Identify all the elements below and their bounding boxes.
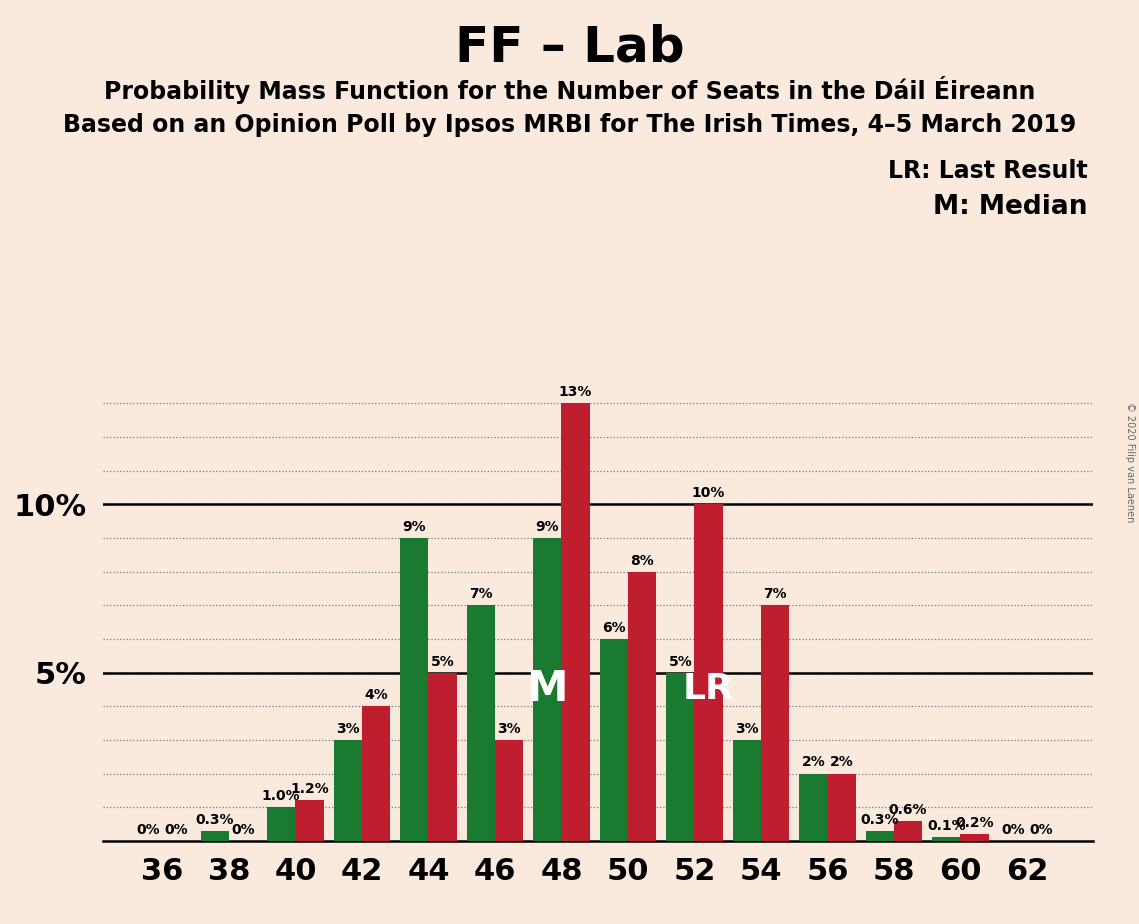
Text: 4%: 4% bbox=[364, 688, 388, 702]
Bar bbox=[800, 773, 827, 841]
Bar bbox=[467, 605, 494, 841]
Text: 7%: 7% bbox=[763, 587, 787, 602]
Text: 9%: 9% bbox=[535, 520, 559, 534]
Text: 2%: 2% bbox=[802, 756, 825, 770]
Text: 6%: 6% bbox=[601, 621, 625, 635]
Text: LR: LR bbox=[683, 673, 734, 706]
Bar bbox=[295, 800, 323, 841]
Text: © 2020 Filip van Laenen: © 2020 Filip van Laenen bbox=[1125, 402, 1134, 522]
Text: 0.1%: 0.1% bbox=[927, 820, 966, 833]
Bar bbox=[666, 673, 695, 841]
Bar bbox=[428, 673, 457, 841]
Bar bbox=[732, 740, 761, 841]
Bar bbox=[761, 605, 789, 841]
Text: LR: Last Result: LR: Last Result bbox=[888, 159, 1088, 183]
Text: 0.3%: 0.3% bbox=[861, 813, 899, 827]
Text: 13%: 13% bbox=[559, 385, 592, 399]
Bar bbox=[827, 773, 855, 841]
Text: 3%: 3% bbox=[498, 722, 521, 736]
Bar bbox=[334, 740, 362, 841]
Bar bbox=[533, 538, 562, 841]
Bar bbox=[894, 821, 923, 841]
Bar bbox=[866, 831, 894, 841]
Text: 5%: 5% bbox=[431, 654, 454, 668]
Text: 0%: 0% bbox=[137, 822, 161, 837]
Text: 8%: 8% bbox=[630, 553, 654, 567]
Text: 0%: 0% bbox=[231, 822, 255, 837]
Text: 0.2%: 0.2% bbox=[956, 816, 994, 830]
Bar bbox=[562, 403, 590, 841]
Text: 10%: 10% bbox=[691, 486, 726, 500]
Text: 1.2%: 1.2% bbox=[290, 783, 329, 796]
Text: 9%: 9% bbox=[402, 520, 426, 534]
Text: 7%: 7% bbox=[469, 587, 492, 602]
Text: 5%: 5% bbox=[669, 654, 693, 668]
Text: Based on an Opinion Poll by Ipsos MRBI for The Irish Times, 4–5 March 2019: Based on an Opinion Poll by Ipsos MRBI f… bbox=[63, 113, 1076, 137]
Text: 3%: 3% bbox=[336, 722, 360, 736]
Text: 1.0%: 1.0% bbox=[262, 789, 301, 803]
Text: 0.6%: 0.6% bbox=[888, 803, 927, 817]
Text: 2%: 2% bbox=[829, 756, 853, 770]
Bar bbox=[268, 808, 295, 841]
Bar bbox=[932, 837, 960, 841]
Bar bbox=[695, 505, 722, 841]
Text: M: Median: M: Median bbox=[933, 194, 1088, 220]
Bar bbox=[628, 572, 656, 841]
Bar bbox=[960, 834, 989, 841]
Text: 3%: 3% bbox=[735, 722, 759, 736]
Bar bbox=[400, 538, 428, 841]
Bar bbox=[494, 740, 523, 841]
Text: 0.3%: 0.3% bbox=[196, 813, 233, 827]
Text: FF – Lab: FF – Lab bbox=[454, 23, 685, 71]
Text: 0%: 0% bbox=[1030, 822, 1052, 837]
Text: M: M bbox=[526, 668, 568, 711]
Text: 0%: 0% bbox=[165, 822, 188, 837]
Text: Probability Mass Function for the Number of Seats in the Dáil Éireann: Probability Mass Function for the Number… bbox=[104, 76, 1035, 103]
Bar bbox=[599, 638, 628, 841]
Text: 0%: 0% bbox=[1001, 822, 1025, 837]
Bar bbox=[362, 706, 391, 841]
Bar bbox=[200, 831, 229, 841]
